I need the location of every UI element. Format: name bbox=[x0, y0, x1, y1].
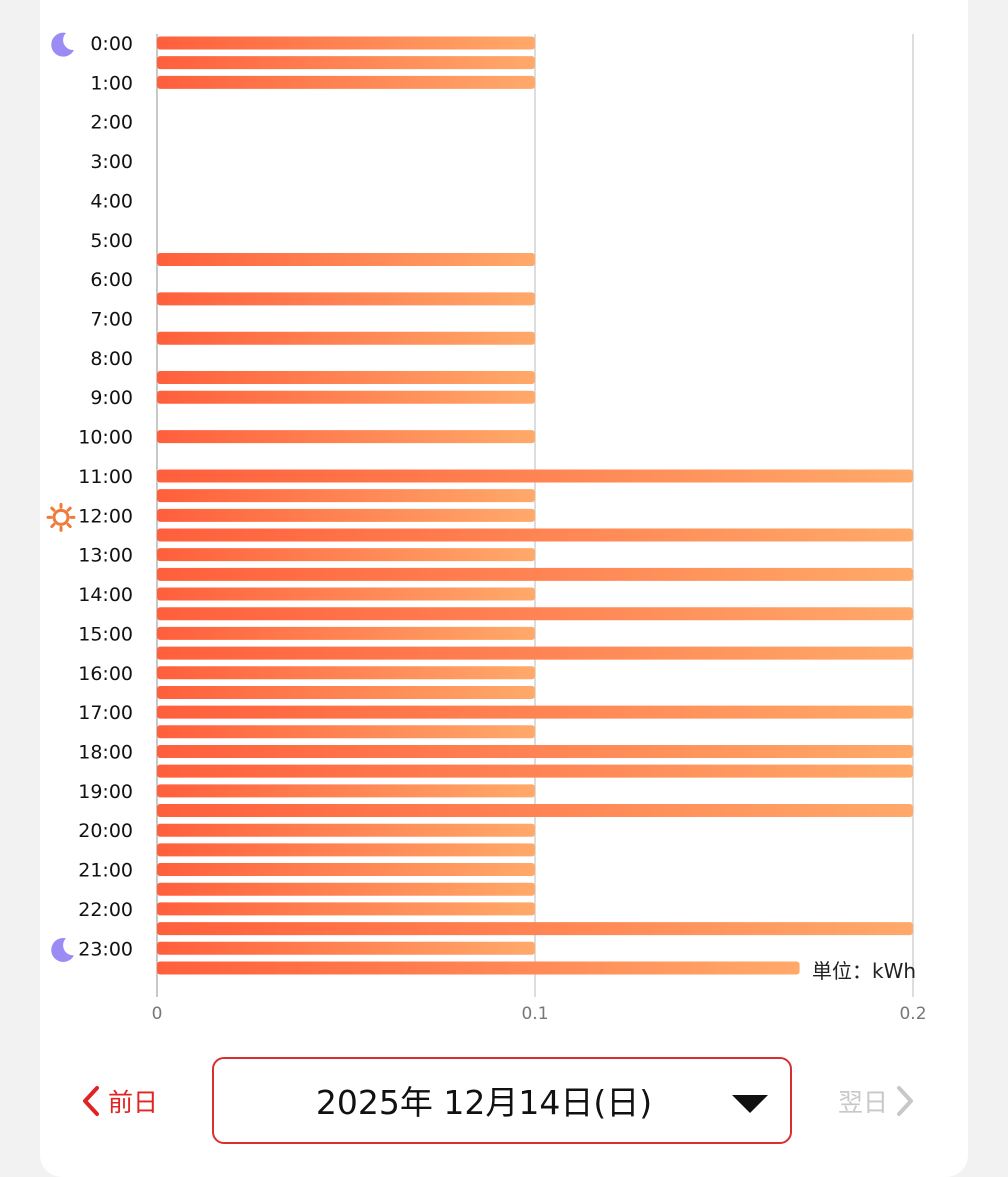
bar bbox=[157, 75, 535, 89]
bar bbox=[157, 744, 913, 758]
bar bbox=[157, 961, 800, 975]
next-day-label: 翌日 bbox=[838, 1088, 889, 1117]
bar bbox=[157, 567, 913, 581]
bar bbox=[157, 587, 535, 601]
time-icons bbox=[46, 32, 76, 962]
moon-icon bbox=[51, 937, 74, 962]
bar bbox=[157, 508, 535, 522]
y-tick-label: 2:00 bbox=[90, 112, 133, 134]
bar bbox=[157, 371, 535, 385]
y-tick-label: 21:00 bbox=[78, 860, 133, 882]
bar bbox=[157, 469, 913, 483]
y-tick-label: 8:00 bbox=[90, 348, 133, 370]
bar bbox=[157, 548, 535, 562]
chevron-left-icon bbox=[83, 1086, 99, 1116]
bar bbox=[157, 804, 913, 818]
bar bbox=[157, 764, 913, 778]
bar bbox=[157, 331, 535, 345]
unit-label: 単位：kWh bbox=[812, 959, 916, 983]
bar bbox=[157, 489, 535, 503]
bar bbox=[157, 646, 913, 660]
x-axis-labels: 0 0.1 0.2 bbox=[152, 1004, 927, 1024]
y-tick-label: 17:00 bbox=[78, 702, 133, 724]
bar bbox=[157, 528, 913, 542]
y-tick-label: 4:00 bbox=[90, 190, 133, 212]
y-tick-label: 15:00 bbox=[78, 623, 133, 645]
bar bbox=[157, 882, 535, 896]
chevron-right-icon bbox=[897, 1086, 914, 1116]
y-tick-label: 16:00 bbox=[78, 663, 133, 685]
bar bbox=[157, 725, 535, 739]
y-tick-label: 23:00 bbox=[78, 938, 133, 960]
y-tick-label: 5:00 bbox=[90, 230, 133, 252]
bars bbox=[157, 36, 913, 975]
bar bbox=[157, 863, 535, 877]
bar bbox=[157, 843, 535, 857]
x-tick-label: 0 bbox=[152, 1004, 163, 1024]
y-tick-label: 6:00 bbox=[90, 269, 133, 291]
bar bbox=[157, 36, 535, 50]
bar bbox=[157, 705, 913, 719]
y-tick-label: 13:00 bbox=[78, 545, 133, 567]
bar bbox=[157, 784, 535, 798]
y-tick-label: 9:00 bbox=[90, 387, 133, 409]
bar bbox=[157, 902, 535, 916]
y-tick-label: 19:00 bbox=[78, 781, 133, 803]
bar bbox=[157, 56, 535, 70]
bar bbox=[157, 626, 535, 640]
prev-day-button[interactable]: 前日 bbox=[80, 1080, 158, 1122]
y-tick-label: 11:00 bbox=[78, 466, 133, 488]
bar bbox=[157, 685, 535, 699]
next-day-button: 翌日 bbox=[838, 1080, 916, 1122]
bar bbox=[157, 922, 913, 936]
bar bbox=[157, 292, 535, 306]
y-axis-labels: 0:00 1:00 2:00 3:00 4:00 5:00 6:00 7:00 8:00 9:00… bbox=[78, 33, 133, 960]
bar bbox=[157, 823, 535, 837]
usage-bar-chart: 0:00 1:00 2:00 3:00 4:00 5:00 6:00 7:00 8:00 9:00… bbox=[46, 32, 927, 1024]
y-tick-label: 14:00 bbox=[78, 584, 133, 606]
y-tick-label: 10:00 bbox=[78, 427, 133, 449]
y-tick-label: 0:00 bbox=[90, 33, 133, 55]
bar bbox=[157, 941, 535, 955]
y-tick-label: 1:00 bbox=[90, 72, 133, 94]
bar bbox=[157, 607, 913, 621]
x-tick-label: 0.1 bbox=[521, 1004, 548, 1024]
bar bbox=[157, 390, 535, 404]
x-tick-label: 0.2 bbox=[899, 1004, 926, 1024]
y-tick-label: 7:00 bbox=[90, 309, 133, 331]
bar bbox=[157, 666, 535, 680]
date-select[interactable]: 2025年 12月14日(日) bbox=[212, 1057, 792, 1144]
bar bbox=[157, 430, 535, 444]
bar bbox=[157, 252, 535, 266]
sun-icon bbox=[46, 502, 76, 532]
selected-date: 2025年 12月14日(日) bbox=[315, 1083, 653, 1122]
y-tick-label: 18:00 bbox=[78, 741, 133, 763]
y-tick-label: 22:00 bbox=[78, 899, 133, 921]
caret-down-icon bbox=[732, 1095, 768, 1113]
prev-day-label: 前日 bbox=[108, 1088, 159, 1117]
y-tick-label: 3:00 bbox=[90, 151, 133, 173]
moon-icon bbox=[51, 32, 74, 57]
y-tick-label: 20:00 bbox=[78, 820, 133, 842]
y-tick-label: 12:00 bbox=[78, 505, 133, 527]
